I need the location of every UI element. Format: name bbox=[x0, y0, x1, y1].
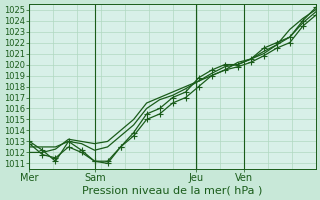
X-axis label: Pression niveau de la mer( hPa ): Pression niveau de la mer( hPa ) bbox=[83, 186, 263, 196]
